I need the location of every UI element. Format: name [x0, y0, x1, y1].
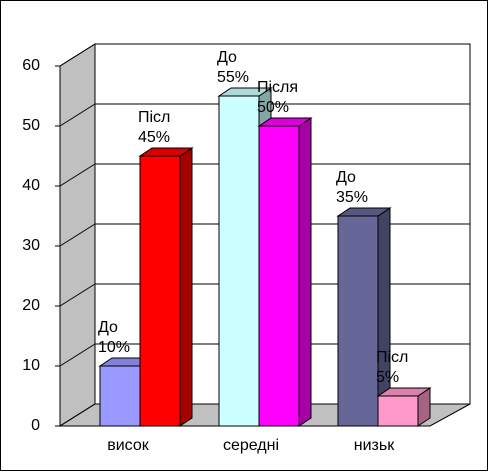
bar-side [179, 147, 193, 427]
point-label: Післ [376, 349, 408, 366]
bar [377, 395, 419, 427]
grid-line [59, 163, 96, 187]
y-tick-label: 0 [31, 417, 40, 434]
value-label: 10% [98, 339, 130, 356]
value-label: 35% [336, 189, 368, 206]
point-label: Після [257, 79, 298, 96]
point-label: Післ [138, 109, 170, 126]
grid-line [59, 43, 96, 67]
y-tick-label: 30 [22, 237, 40, 254]
point-label: До [217, 49, 237, 66]
point-label: До [98, 319, 118, 336]
y-tick-label: 50 [22, 117, 40, 134]
bar [99, 365, 141, 427]
grid-line [59, 103, 96, 127]
value-label: 50% [257, 99, 289, 116]
value-label: 55% [217, 69, 249, 86]
y-tick-label: 60 [22, 57, 40, 74]
bar [218, 95, 260, 427]
x-tick-label: висок [107, 437, 150, 454]
value-label: 5% [376, 369, 399, 386]
bar [258, 125, 300, 427]
bar-side [298, 117, 312, 427]
point-label: До [336, 169, 356, 186]
grid-line [59, 403, 96, 427]
value-label: 45% [138, 129, 170, 146]
y-tick-label: 10 [22, 357, 40, 374]
grid-line [59, 223, 96, 247]
bar [337, 215, 379, 427]
x-tick-label: середні [223, 437, 279, 454]
y-tick-label: 20 [22, 297, 40, 314]
bar [139, 155, 181, 427]
grid-line [59, 343, 96, 367]
x-tick-label: низьк [354, 437, 395, 454]
grid-line [59, 283, 96, 307]
y-tick-label: 40 [22, 177, 40, 194]
